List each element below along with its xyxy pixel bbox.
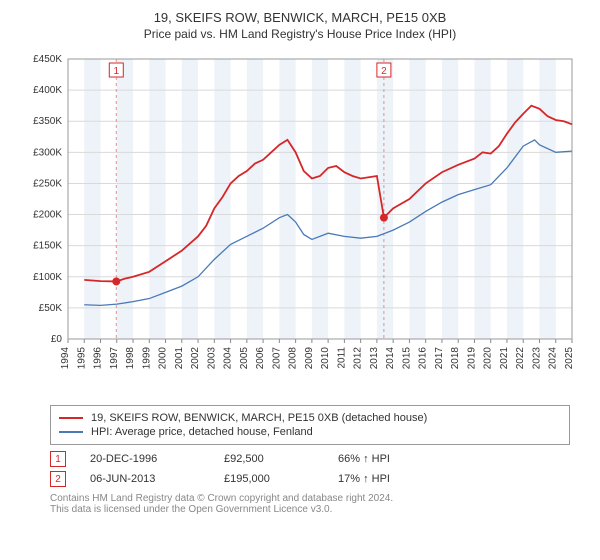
svg-text:2015: 2015 [401, 347, 412, 370]
legend-row: 19, SKEIFS ROW, BENWICK, MARCH, PE15 0XB… [59, 412, 561, 424]
svg-text:2006: 2006 [255, 347, 266, 370]
svg-text:2012: 2012 [353, 347, 364, 370]
sale-delta: 17% ↑ HPI [338, 473, 390, 485]
svg-text:2016: 2016 [418, 347, 429, 370]
svg-text:2017: 2017 [434, 347, 445, 370]
sale-marker-icon: 2 [50, 471, 66, 487]
sale-row: 1 20-DEC-1996 £92,500 66% ↑ HPI [50, 451, 570, 467]
legend-label: HPI: Average price, detached house, Fenl… [91, 426, 313, 438]
svg-text:£50K: £50K [39, 303, 63, 314]
svg-text:2011: 2011 [336, 347, 347, 369]
footer: Contains HM Land Registry data © Crown c… [50, 493, 570, 515]
page-title: 19, SKEIFS ROW, BENWICK, MARCH, PE15 0XB [10, 10, 590, 25]
svg-text:2000: 2000 [158, 347, 169, 370]
svg-text:£250K: £250K [33, 178, 62, 189]
svg-text:2002: 2002 [190, 347, 201, 370]
svg-text:2004: 2004 [223, 347, 234, 370]
svg-text:£400K: £400K [33, 85, 62, 96]
svg-text:2025: 2025 [564, 347, 575, 370]
svg-text:2014: 2014 [385, 347, 396, 370]
svg-text:1996: 1996 [93, 347, 104, 370]
price-chart: £0 £50K £100K £150K £200K £250K £300K £350K £400… [20, 49, 580, 399]
sales-list: 1 20-DEC-1996 £92,500 66% ↑ HPI 2 06-JUN… [50, 451, 570, 487]
svg-text:2: 2 [381, 66, 387, 77]
sale-marker-icon: 1 [50, 451, 66, 467]
sale-row: 2 06-JUN-2013 £195,000 17% ↑ HPI [50, 471, 570, 487]
footer-line: This data is licensed under the Open Gov… [50, 504, 570, 515]
svg-text:£450K: £450K [33, 54, 62, 65]
legend-row: HPI: Average price, detached house, Fenl… [59, 426, 561, 438]
svg-text:1: 1 [114, 66, 120, 77]
svg-text:1994: 1994 [60, 347, 71, 370]
svg-text:2023: 2023 [531, 347, 542, 370]
sale-delta: 66% ↑ HPI [338, 453, 390, 465]
svg-text:2003: 2003 [206, 347, 217, 370]
svg-text:£0: £0 [51, 334, 63, 345]
svg-text:1998: 1998 [125, 347, 136, 370]
svg-text:1995: 1995 [76, 347, 87, 370]
legend: 19, SKEIFS ROW, BENWICK, MARCH, PE15 0XB… [50, 405, 570, 445]
svg-text:£300K: £300K [33, 147, 62, 158]
svg-text:2018: 2018 [450, 347, 461, 370]
svg-text:2009: 2009 [304, 347, 315, 370]
sale-date: 20-DEC-1996 [90, 453, 200, 465]
sale-date: 06-JUN-2013 [90, 473, 200, 485]
svg-text:2020: 2020 [483, 347, 494, 370]
svg-text:£100K: £100K [33, 272, 62, 283]
svg-text:2019: 2019 [466, 347, 477, 370]
footer-line: Contains HM Land Registry data © Crown c… [50, 493, 570, 504]
svg-text:£150K: £150K [33, 241, 62, 252]
svg-text:2024: 2024 [548, 347, 559, 370]
svg-text:1997: 1997 [109, 347, 120, 370]
svg-text:2008: 2008 [288, 347, 299, 370]
legend-swatch [59, 431, 83, 433]
svg-text:£350K: £350K [33, 116, 62, 127]
sale-price: £92,500 [224, 453, 314, 465]
svg-text:2013: 2013 [369, 347, 380, 370]
svg-text:2021: 2021 [499, 347, 510, 370]
svg-text:£200K: £200K [33, 210, 62, 221]
svg-text:1999: 1999 [141, 347, 152, 370]
svg-text:2001: 2001 [174, 347, 185, 370]
svg-text:2010: 2010 [320, 347, 331, 370]
legend-label: 19, SKEIFS ROW, BENWICK, MARCH, PE15 0XB… [91, 412, 427, 424]
svg-text:2007: 2007 [271, 347, 282, 370]
legend-swatch [59, 417, 83, 419]
sale-price: £195,000 [224, 473, 314, 485]
svg-text:2005: 2005 [239, 347, 250, 370]
page-subtitle: Price paid vs. HM Land Registry's House … [10, 27, 590, 41]
svg-text:2022: 2022 [515, 347, 526, 370]
